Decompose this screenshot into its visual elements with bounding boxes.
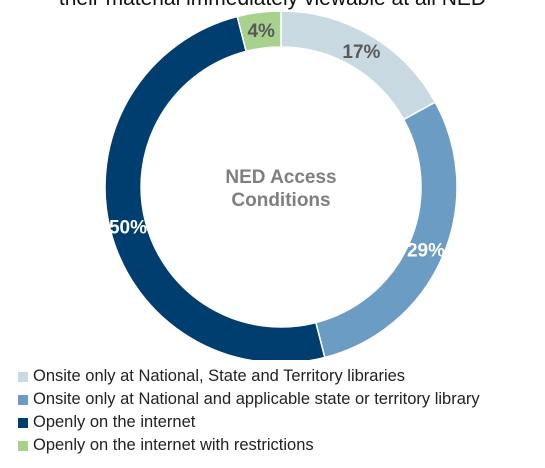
slice-value-label: 50% <box>109 217 147 238</box>
slice-value-label: 29% <box>407 241 445 262</box>
legend-swatch <box>18 394 28 405</box>
donut-slice <box>314 101 458 359</box>
legend-label: Openly on the internet with restrictions <box>33 436 314 454</box>
donut-chart: 17% 29% 50% 4% NED Access Conditions <box>104 10 458 360</box>
center-label-line-1: NED Access <box>225 167 336 188</box>
legend-label: Openly on the internet <box>33 413 196 431</box>
legend-label: Onsite only at National and applicable s… <box>33 390 480 408</box>
legend-swatch <box>18 371 28 382</box>
slice-value-label: 17% <box>342 42 380 63</box>
legend-item: Onsite only at National and applicable s… <box>18 388 480 411</box>
legend-swatch <box>18 440 28 451</box>
legend-item: Onsite only at National, State and Terri… <box>18 365 480 388</box>
slice-value-label: 4% <box>247 21 275 42</box>
chart-title: their material immediately viewable at a… <box>0 0 545 11</box>
donut-slice <box>104 15 326 360</box>
donut-slice <box>280 10 437 121</box>
legend: Onsite only at National, State and Terri… <box>18 365 480 457</box>
legend-label: Onsite only at National, State and Terri… <box>33 367 406 385</box>
legend-item: Openly on the internet <box>18 411 480 434</box>
center-label-line-2: Conditions <box>231 190 330 211</box>
legend-swatch <box>18 417 28 428</box>
legend-item: Openly on the internet with restrictions <box>18 434 480 457</box>
donut-slice <box>236 10 282 53</box>
